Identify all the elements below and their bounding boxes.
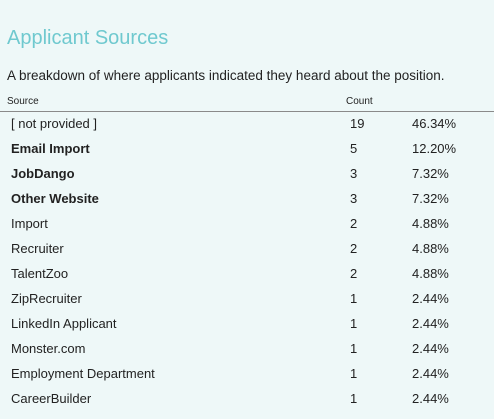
source-count: 1 xyxy=(350,316,358,331)
page-title: Applicant Sources xyxy=(7,27,169,49)
source-percent: 2.44% xyxy=(412,366,449,381)
table-header-row: Source Count xyxy=(0,95,494,112)
source-percent: 46.34% xyxy=(412,116,457,131)
source-percent: 4.88% xyxy=(412,266,449,281)
source-name: Email Import xyxy=(11,141,90,156)
table-row: CareerBuilder 1 2.44% xyxy=(0,387,494,412)
source-count: 3 xyxy=(350,191,358,206)
source-percent: 2.44% xyxy=(412,316,449,331)
table-row: JobDango 3 7.32% xyxy=(0,162,494,187)
table-row: [ not provided ] 19 46.34% xyxy=(0,112,494,137)
source-name: Import xyxy=(11,216,48,231)
source-name: LinkedIn Applicant xyxy=(11,316,117,331)
source-name: JobDango xyxy=(11,166,75,181)
source-count: 3 xyxy=(350,166,358,181)
page-subtitle: A breakdown of where applicants indicate… xyxy=(7,68,445,83)
table-row: Import 2 4.88% xyxy=(0,212,494,237)
source-percent: 12.20% xyxy=(412,141,457,156)
source-percent: 7.32% xyxy=(412,191,449,206)
table-row: Recruiter 2 4.88% xyxy=(0,237,494,262)
table-row: ZipRecruiter 1 2.44% xyxy=(0,287,494,312)
table-row: LinkedIn Applicant 1 2.44% xyxy=(0,312,494,337)
source-count: 1 xyxy=(350,291,358,306)
source-count: 2 xyxy=(350,241,358,256)
header-count: Count xyxy=(346,96,373,107)
source-name: Other Website xyxy=(11,191,99,206)
source-name: ZipRecruiter xyxy=(11,291,82,306)
source-percent: 7.32% xyxy=(412,166,449,181)
source-count: 19 xyxy=(350,116,365,131)
source-name: CareerBuilder xyxy=(11,391,92,406)
source-percent: 2.44% xyxy=(412,291,449,306)
source-name: [ not provided ] xyxy=(11,116,97,131)
table-row: Other Website 3 7.32% xyxy=(0,187,494,212)
source-count: 1 xyxy=(350,391,358,406)
header-source: Source xyxy=(7,96,39,107)
table-row: Email Import 5 12.20% xyxy=(0,137,494,162)
table-row: Monster.com 1 2.44% xyxy=(0,337,494,362)
table-row: Employment Department 1 2.44% xyxy=(0,362,494,387)
source-name: Monster.com xyxy=(11,341,86,356)
source-percent: 4.88% xyxy=(412,241,449,256)
source-count: 1 xyxy=(350,366,358,381)
source-count: 2 xyxy=(350,266,358,281)
table-row: TalentZoo 2 4.88% xyxy=(0,262,494,287)
source-percent: 2.44% xyxy=(412,391,449,406)
source-count: 5 xyxy=(350,141,358,156)
source-name: Recruiter xyxy=(11,241,64,256)
source-percent: 2.44% xyxy=(412,341,449,356)
source-name: Employment Department xyxy=(11,366,155,381)
table-body: [ not provided ] 19 46.34% Email Import 5 12.… xyxy=(0,112,494,412)
source-count: 2 xyxy=(350,216,358,231)
source-percent: 4.88% xyxy=(412,216,449,231)
source-name: TalentZoo xyxy=(11,266,69,281)
source-count: 1 xyxy=(350,341,358,356)
sources-table: Source Count [ not provided ] 19 46.34% Ema… xyxy=(0,95,494,412)
